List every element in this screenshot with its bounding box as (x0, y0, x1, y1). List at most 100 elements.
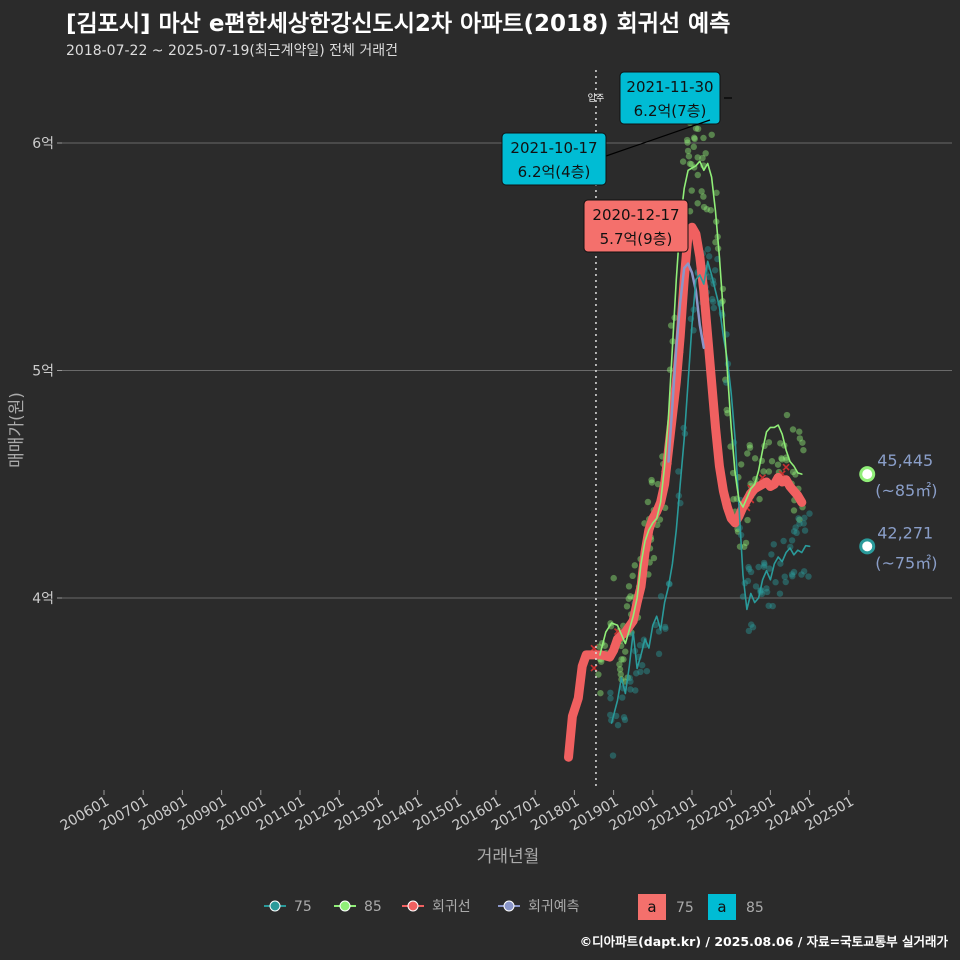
x-axis-ticks: 2006012007012008012009012010012011012012… (58, 790, 857, 834)
y-axis-label: 매매가(원) (7, 392, 27, 468)
legend-box-label: 85 (746, 900, 764, 916)
annotation-box (619, 71, 721, 125)
scatter-point (683, 136, 691, 144)
scatter-point (680, 424, 687, 432)
scatter-point (774, 461, 782, 468)
scatter-point (800, 520, 807, 527)
scatter-point (768, 551, 775, 558)
scatter-point (688, 161, 695, 168)
scatter-point (768, 458, 776, 465)
scatter-point (806, 510, 813, 517)
scatter-point (745, 627, 753, 635)
end-labels: 45,445 (~85㎡) 42,271 (~75㎡) (859, 451, 937, 572)
annotation-text: 6.2억(4층) (518, 163, 591, 181)
scatter-point (617, 671, 624, 678)
scatter-point (796, 520, 803, 527)
y-tick-label: 4억 (32, 591, 54, 607)
scatter-point (703, 205, 711, 213)
scatter-point (765, 439, 773, 446)
scatter-point (781, 573, 788, 580)
scatter-point (713, 189, 720, 196)
scatter-point (618, 656, 625, 663)
scatter-point (655, 650, 663, 658)
scatter-point (691, 135, 698, 143)
scatter-point (796, 516, 803, 523)
scatter-point (685, 153, 693, 160)
scatter-point (702, 150, 709, 157)
scatter-point (631, 562, 638, 569)
scatter-point (800, 446, 807, 454)
scatter-point (760, 468, 767, 475)
scatter-point (766, 565, 773, 572)
scatter-point (755, 563, 762, 571)
scatter-point (625, 595, 632, 602)
scatter-point (790, 507, 798, 514)
scatter-point (730, 496, 737, 503)
scatter-point (690, 143, 697, 151)
x-axis-label: 거래년월 (477, 847, 540, 867)
scatter-point (632, 687, 639, 694)
scatter-point (712, 238, 719, 246)
scatter-point (667, 322, 675, 329)
scatter-point (747, 568, 755, 576)
scatter-point (801, 527, 809, 534)
scatter-point (662, 625, 669, 632)
scatter-point (770, 541, 777, 548)
scatter-point (798, 571, 805, 578)
scatter-point (644, 498, 652, 506)
scatter-point (711, 267, 719, 274)
annotation-date: 2021-10-17 (510, 139, 597, 157)
y-tick-label: 6억 (32, 136, 54, 152)
scatter-point (699, 154, 706, 162)
scatter-point (780, 537, 787, 545)
scatter-point (708, 131, 715, 138)
scatter-point (710, 304, 718, 312)
scatter-point (776, 590, 784, 597)
grid-lines (62, 142, 952, 599)
scatter-point (778, 455, 785, 462)
scatter-point (751, 455, 759, 462)
scatter-point (622, 648, 629, 655)
scatter-point (595, 671, 602, 678)
credit-line: ©디아파트(dapt.kr) / 2025.08.06 / 자료=국토교통부 실… (579, 934, 948, 949)
scatter-point (700, 134, 707, 142)
scatter-point (805, 573, 812, 580)
scatter-point (598, 658, 605, 665)
scatter-point (765, 468, 773, 475)
scatter-point (627, 593, 634, 600)
scatter-point (692, 125, 700, 132)
scatter-point (745, 563, 752, 571)
scatter-point (778, 456, 786, 463)
legend-marker-85 (339, 900, 351, 912)
scatter-point (746, 441, 753, 449)
legend: 75 85 회귀선 회귀예측 a 75 a 85 (264, 894, 764, 920)
scatter-point (686, 160, 694, 167)
scatter-point (679, 158, 687, 165)
annotation-box (583, 199, 689, 253)
scatter-point (650, 554, 658, 562)
scatter-point (744, 516, 751, 524)
scatter-point (694, 154, 701, 161)
scatter-point (795, 515, 802, 522)
legend-label-회귀선: 회귀선 (432, 899, 471, 915)
scatter-point (688, 187, 695, 194)
legend-box-glyph: a (647, 898, 656, 916)
annotation-date: 2020-12-17 (592, 206, 679, 224)
scatter-point (746, 444, 754, 451)
scatter-point (607, 711, 614, 719)
scatter-point (705, 253, 713, 260)
end-label-value: 45,445 (877, 451, 933, 470)
series-line-회귀선 (564, 222, 807, 762)
annotation-leader (605, 119, 711, 157)
scatter-point (748, 621, 755, 628)
scatter-point (643, 667, 651, 675)
legend-marker-회귀선 (407, 900, 419, 912)
scatter-point (744, 577, 752, 585)
scatter-point (666, 366, 674, 373)
scatter-point (684, 139, 691, 146)
scatter-point (760, 563, 768, 570)
scatter-point (657, 593, 665, 600)
scatter-point (625, 583, 633, 590)
legend-label-85: 85 (364, 899, 382, 915)
scatter-point (636, 641, 644, 649)
